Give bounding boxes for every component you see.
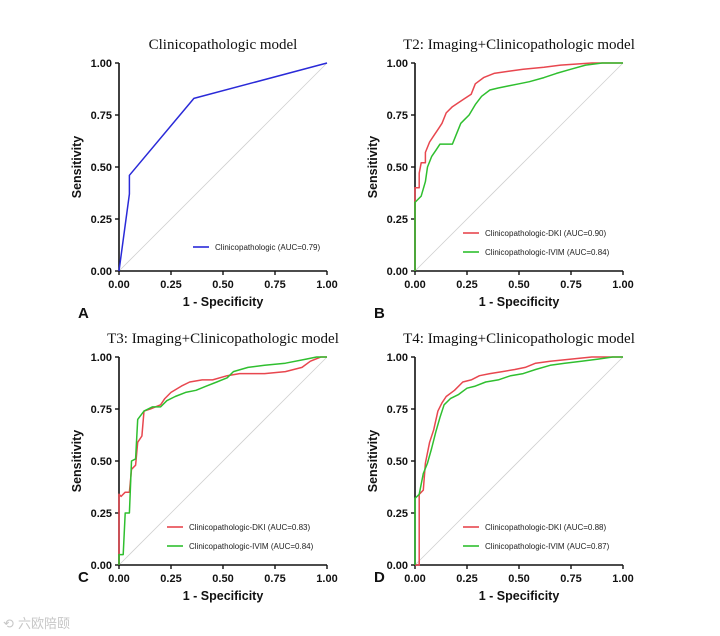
x-tick-label: 1.00: [316, 279, 337, 291]
x-tick-label: 0.75: [264, 573, 285, 585]
y-tick-label: 0.50: [91, 162, 112, 174]
y-tick-label: 0.25: [387, 508, 408, 520]
x-tick-label: 0.50: [508, 573, 529, 585]
y-tick-label: 0.00: [91, 266, 112, 278]
x-tick-label: 0.25: [456, 279, 477, 291]
x-axis-label: 1 - Specificity: [183, 589, 264, 603]
panel-d: T4: Imaging+Clinicopathologic model0.000…: [366, 331, 635, 603]
reference-diagonal: [414, 62, 624, 272]
x-tick-label: 0.00: [108, 573, 129, 585]
legend-entry: Clinicopathologic-IVIM (AUC=0.84): [485, 248, 610, 257]
x-tick-label: 0.50: [212, 573, 233, 585]
y-tick-label: 0.75: [387, 404, 408, 416]
y-tick-label: 0.50: [91, 456, 112, 468]
y-tick-label: 0.75: [91, 110, 112, 122]
x-tick-label: 1.00: [612, 279, 633, 291]
legend-entry: Clinicopathologic-IVIM (AUC=0.84): [189, 542, 314, 551]
panel-c: T3: Imaging+Clinicopathologic model0.000…: [70, 331, 339, 603]
y-tick-label: 0.75: [387, 110, 408, 122]
x-tick-label: 1.00: [316, 573, 337, 585]
roc-curve-series-1: [415, 356, 623, 566]
legend-entry: Clinicopathologic-IVIM (AUC=0.87): [485, 542, 610, 551]
x-tick-label: 0.25: [456, 573, 477, 585]
y-tick-label: 1.00: [91, 352, 112, 364]
legend-entry: Clinicopathologic (AUC=0.79): [215, 243, 321, 252]
x-axis-label: 1 - Specificity: [479, 295, 560, 309]
x-axis-label: 1 - Specificity: [479, 589, 560, 603]
y-tick-label: 1.00: [387, 58, 408, 70]
watermark: ⟲ 六欧陪颐: [3, 617, 70, 632]
y-axis-label: Sensitivity: [70, 136, 84, 199]
y-tick-label: 0.25: [91, 508, 112, 520]
roc-curve-series-2: [414, 356, 623, 565]
x-tick-label: 0.75: [264, 279, 285, 291]
x-tick-label: 0.75: [560, 279, 581, 291]
chart-title: Clinicopathologic model: [149, 37, 298, 53]
x-tick-label: 0.50: [212, 279, 233, 291]
y-tick-label: 0.50: [387, 456, 408, 468]
reference-diagonal: [118, 62, 328, 272]
y-tick-label: 0.25: [387, 214, 408, 226]
panel-label: B: [374, 305, 385, 322]
y-tick-label: 0.25: [91, 214, 112, 226]
x-axis-label: 1 - Specificity: [183, 295, 264, 309]
roc-curve-series-1: [118, 62, 328, 272]
roc-curve-series-1: [414, 62, 623, 271]
x-tick-label: 0.25: [160, 279, 181, 291]
roc-curve-series-2: [414, 62, 623, 271]
y-tick-label: 1.00: [387, 352, 408, 364]
x-tick-label: 0.25: [160, 573, 181, 585]
x-tick-label: 1.00: [612, 573, 633, 585]
y-axis-label: Sensitivity: [366, 136, 380, 199]
y-tick-label: 1.00: [91, 58, 112, 70]
legend-entry: Clinicopathologic-DKI (AUC=0.83): [189, 523, 311, 532]
reference-diagonal: [414, 356, 624, 566]
panel-b: T2: Imaging+Clinicopathologic model0.000…: [366, 37, 635, 322]
panel-label: D: [374, 569, 385, 586]
x-tick-label: 0.00: [404, 279, 425, 291]
panel-label: A: [78, 305, 89, 322]
watermark-logo-icon: ⟲: [3, 617, 14, 632]
y-axis-label: Sensitivity: [366, 430, 380, 493]
y-tick-label: 0.75: [91, 404, 112, 416]
x-tick-label: 0.75: [560, 573, 581, 585]
x-tick-label: 0.00: [108, 279, 129, 291]
y-axis-label: Sensitivity: [70, 430, 84, 493]
y-tick-label: 0.50: [387, 162, 408, 174]
y-tick-label: 0.00: [91, 560, 112, 572]
legend-entry: Clinicopathologic-DKI (AUC=0.88): [485, 523, 607, 532]
panel-label: C: [78, 569, 89, 586]
roc-curve-series-2: [118, 356, 327, 565]
watermark-text: 六欧陪颐: [18, 617, 70, 632]
chart-title: T2: Imaging+Clinicopathologic model: [403, 37, 635, 53]
legend-entry: Clinicopathologic-DKI (AUC=0.90): [485, 229, 607, 238]
x-tick-label: 0.50: [508, 279, 529, 291]
y-tick-label: 0.00: [387, 560, 408, 572]
chart-title: T3: Imaging+Clinicopathologic model: [107, 331, 339, 347]
panel-a: Clinicopathologic model 0.000.00 0.25 0.25 0…: [70, 37, 338, 322]
reference-diagonal: [118, 356, 328, 566]
y-tick-label: 0.00: [387, 266, 408, 278]
chart-title: T4: Imaging+Clinicopathologic model: [403, 331, 635, 347]
x-tick-label: 0.00: [404, 573, 425, 585]
